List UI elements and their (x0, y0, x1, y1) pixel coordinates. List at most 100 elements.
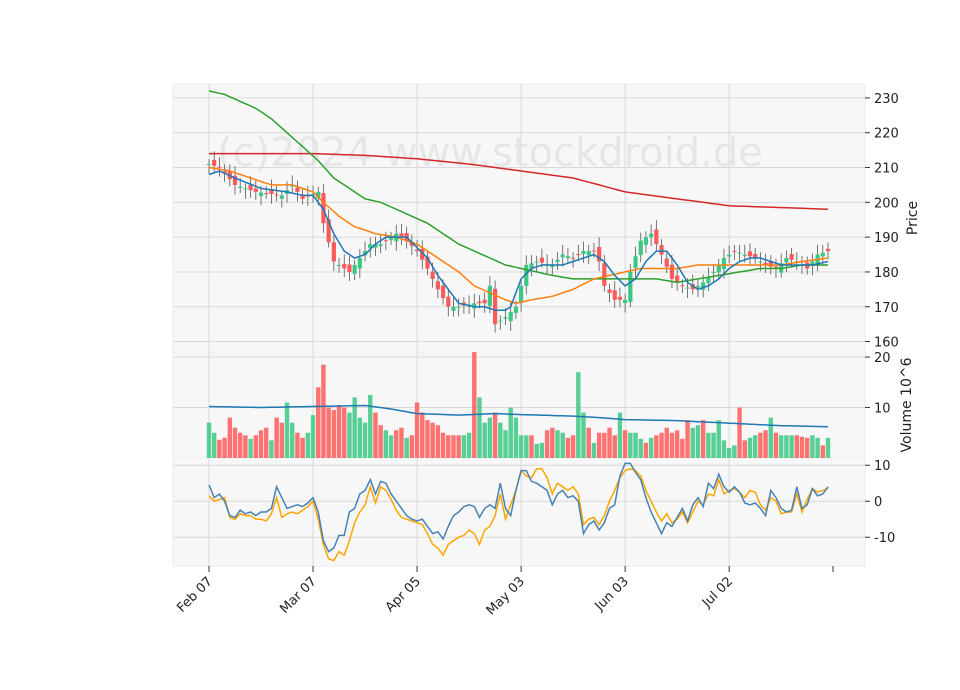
candle-body (633, 256, 638, 269)
volume-bar (477, 397, 482, 458)
candle-body (680, 285, 685, 287)
candle-body (498, 320, 503, 322)
candle-body (586, 251, 591, 256)
candle-body (279, 195, 284, 199)
candle-body (508, 311, 513, 322)
volume-bar (300, 437, 305, 458)
candle-body (758, 261, 763, 263)
oscillator-line-a (208, 462, 829, 553)
volume-bar (529, 435, 534, 458)
candle-body (555, 259, 560, 262)
volume-bar (659, 432, 664, 458)
volume-bar (316, 387, 321, 458)
volume-bar (232, 427, 238, 458)
candle-body (472, 303, 477, 309)
candle-body (409, 241, 414, 246)
candle-body (519, 285, 524, 303)
volume-bar (248, 438, 253, 458)
volume-bar (347, 412, 352, 458)
candle-body (643, 237, 649, 245)
ma-short-line (208, 170, 829, 311)
price-tick-label: 200 (874, 196, 899, 211)
volume-bar (524, 435, 529, 458)
volume-bar (758, 432, 763, 458)
candle-body (732, 250, 737, 252)
volume-bar (716, 420, 721, 458)
candle-body (414, 249, 420, 252)
candle-body (695, 285, 701, 288)
volume-bar (711, 432, 716, 458)
volume-tick-label: 10 (874, 402, 891, 417)
volume-bar (508, 407, 513, 458)
oscillator-tick-label: 10 (874, 459, 891, 474)
volume-bar (451, 435, 456, 458)
candle-body (336, 264, 342, 266)
candle-body (617, 296, 623, 300)
candle-body (430, 271, 435, 279)
candle-body (529, 263, 534, 270)
candle-body (825, 248, 831, 252)
volume-bar (503, 430, 508, 458)
volume-bar (373, 412, 378, 458)
volume-bar (747, 437, 753, 458)
volume-bar (820, 445, 826, 458)
candle-body (550, 264, 555, 268)
volume-bar (425, 420, 430, 458)
candle-body (597, 247, 602, 262)
volume-bar (778, 435, 784, 458)
volume-bar (487, 417, 493, 458)
candle-body (274, 194, 279, 196)
volume-bar (685, 420, 690, 458)
candle-body (253, 188, 258, 192)
volume-bar (550, 427, 555, 458)
candle-body (222, 171, 227, 174)
x-tick-label: May 03 (484, 574, 528, 618)
price-tick-label: 170 (874, 301, 899, 316)
volume-bar (440, 432, 446, 458)
candle-body (243, 188, 248, 190)
candle-body (539, 257, 545, 263)
candle-body (425, 256, 430, 269)
candle-body (347, 264, 352, 272)
volume-bar (732, 445, 737, 458)
candle-body (269, 189, 274, 194)
candle-body (206, 164, 212, 166)
volume-bar (752, 435, 758, 458)
oscillator-tick-label: -10 (874, 531, 895, 546)
volume-bar (607, 427, 612, 458)
volume-bar (264, 427, 269, 458)
candle-body (212, 159, 217, 166)
volume-bar (784, 435, 789, 458)
candle-body (456, 306, 461, 308)
volume-bar (721, 440, 727, 458)
volume-bar (461, 435, 467, 458)
volume-bar (326, 407, 331, 458)
volume-bar (206, 422, 212, 458)
volume-bar (700, 420, 706, 458)
volume-bar (565, 437, 571, 458)
volume-bar (331, 410, 337, 458)
volume-tick-label: 20 (874, 351, 891, 366)
volume-bar (648, 437, 654, 458)
volume-bar (570, 435, 576, 458)
volume-bar (695, 425, 701, 458)
volume-bar (237, 432, 243, 458)
candle-body (399, 233, 404, 238)
price-tick-label: 160 (874, 336, 899, 351)
volume-bar (534, 443, 539, 458)
candle-body (451, 306, 456, 311)
volume-bar (357, 417, 363, 458)
candle-body (357, 258, 362, 269)
candle-body (773, 266, 779, 269)
candle-body (258, 192, 264, 196)
price-tick-label: 180 (874, 266, 899, 281)
volume-bar (815, 437, 820, 458)
candle-body (383, 240, 388, 242)
candle-body (248, 184, 253, 191)
volume-ma-line (208, 404, 829, 428)
oscillator-panel-bg (172, 457, 866, 567)
candle-body (576, 253, 581, 255)
volume-bar (773, 432, 779, 458)
price-tick-label: 210 (874, 162, 899, 177)
volume-bar (555, 430, 560, 458)
